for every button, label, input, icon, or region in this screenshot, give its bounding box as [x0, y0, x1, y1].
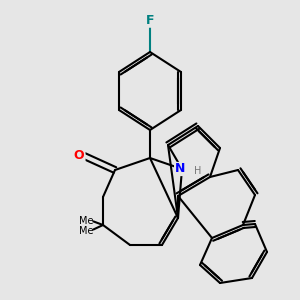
Text: H: H: [194, 166, 201, 176]
Text: O: O: [74, 148, 84, 161]
Text: N: N: [175, 163, 185, 176]
Text: Me: Me: [79, 215, 94, 226]
Text: F: F: [146, 14, 154, 26]
Text: Me: Me: [79, 226, 94, 236]
